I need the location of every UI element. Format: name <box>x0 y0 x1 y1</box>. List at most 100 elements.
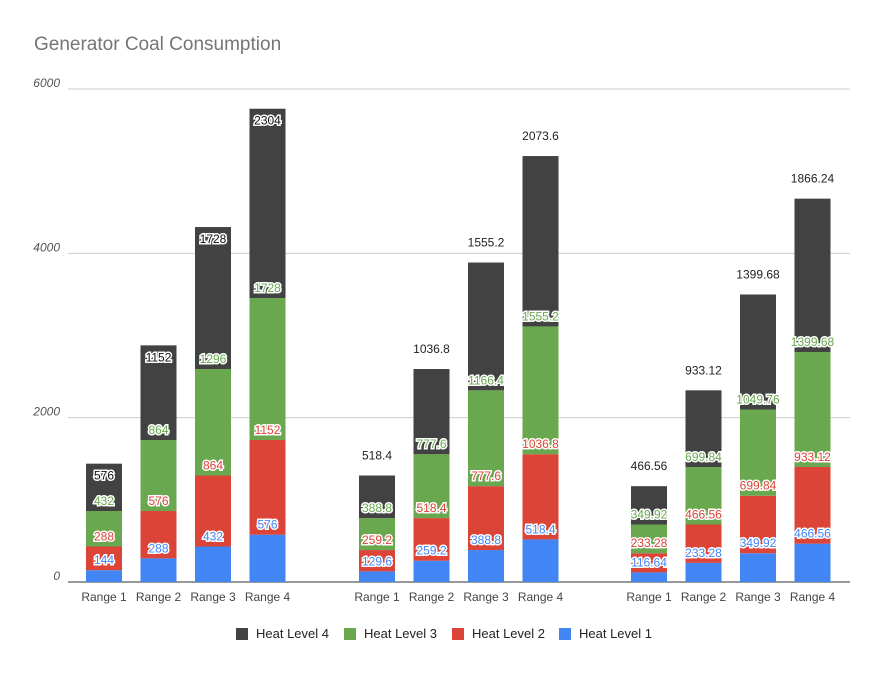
x-tick-label: Range 3 <box>190 590 236 604</box>
x-tick-label: Range 4 <box>790 590 836 604</box>
data-label: 576 <box>148 494 168 508</box>
x-tick-label: Range 3 <box>735 590 781 604</box>
data-label: 129.6 <box>362 554 392 568</box>
data-label: 1555.2 <box>522 309 559 323</box>
x-tick-label: Range 4 <box>518 590 564 604</box>
data-label: 466.56 <box>631 459 668 473</box>
data-label: 1036.8 <box>413 342 450 356</box>
bar-segment <box>359 571 395 582</box>
data-label: 699.84 <box>685 450 722 464</box>
gridlines <box>68 88 850 583</box>
legend-label: Heat Level 3 <box>364 626 437 641</box>
legend-label: Heat Level 4 <box>256 626 329 641</box>
data-label: 388.8 <box>362 501 392 515</box>
data-label: 432 <box>203 530 223 544</box>
bar-segment <box>86 511 122 547</box>
bar-segment <box>740 294 776 410</box>
x-tick-label: Range 2 <box>409 590 455 604</box>
bar-segment <box>740 409 776 496</box>
bar-segment <box>740 553 776 582</box>
bar-segment <box>794 351 831 467</box>
data-labels: 144 288 432 576 288 576 864 1152 432 864 1296 1728 5… <box>92 112 836 571</box>
data-label: 1296 <box>200 352 227 366</box>
bar-segment <box>249 534 286 582</box>
data-label: 259.2 <box>362 533 392 547</box>
data-label: 933.12 <box>685 363 722 377</box>
data-label: 1728 <box>200 232 227 246</box>
bar-segment <box>522 454 559 540</box>
data-label: 259.2 <box>416 544 446 558</box>
bar-segment <box>468 550 504 582</box>
data-label: 518.4 <box>416 501 446 515</box>
bar-segment <box>195 546 231 582</box>
x-tick-label: Range 2 <box>681 590 727 604</box>
data-label: 349.92 <box>631 507 668 521</box>
bar-segment <box>740 495 776 554</box>
data-label: 933.12 <box>794 450 831 464</box>
data-label: 1555.2 <box>468 236 505 250</box>
data-label: 116.64 <box>631 555 667 569</box>
bar-segment <box>522 156 559 327</box>
bar-segment <box>249 108 286 299</box>
data-label: 777.6 <box>471 469 501 483</box>
legend-swatch <box>236 628 248 640</box>
bar-segment <box>359 475 395 519</box>
data-label: 699.84 <box>740 479 777 493</box>
data-label: 288 <box>94 530 114 544</box>
y-tick-label: 6000 <box>33 76 60 90</box>
data-label: 1152 <box>146 350 172 364</box>
bar-segment <box>249 440 286 535</box>
data-label: 1152 <box>255 423 281 437</box>
bar-segment <box>195 227 231 370</box>
data-label: 864 <box>148 423 168 437</box>
data-label: 777.6 <box>416 437 446 451</box>
bar-segment <box>86 570 122 582</box>
chart-title: Generator Coal Consumption <box>34 34 282 55</box>
bar-segment <box>413 369 450 455</box>
bar-segment <box>86 463 122 512</box>
data-label: 466.56 <box>794 527 831 541</box>
data-label: 2304 <box>254 114 281 128</box>
bar-segment <box>413 518 450 561</box>
legend-label: Heat Level 1 <box>579 626 652 641</box>
bar-segment <box>140 558 177 582</box>
bar-segment <box>359 550 395 572</box>
bar-segment <box>468 390 504 487</box>
data-label: 576 <box>94 469 114 483</box>
bar-segment <box>794 466 831 544</box>
bar-segment <box>140 440 177 512</box>
bar-segment <box>522 539 559 582</box>
data-label: 1049.76 <box>736 392 780 406</box>
bar-segment <box>468 262 504 391</box>
bar-segment <box>685 466 722 525</box>
y-tick-label: 0 <box>53 569 60 583</box>
bar-segment <box>794 543 831 582</box>
y-tick-label: 2000 <box>32 405 60 419</box>
bar-segment <box>195 369 231 476</box>
bar-segment <box>631 524 667 554</box>
data-label: 432 <box>94 494 114 508</box>
data-label: 2073.6 <box>522 129 559 143</box>
legend-swatch <box>559 628 571 640</box>
bar-segment <box>195 475 231 547</box>
data-label: 864 <box>203 459 223 473</box>
bar-segment <box>631 572 667 582</box>
bar-segment <box>249 298 286 441</box>
legend-label: Heat Level 2 <box>472 626 545 641</box>
axes: 0 2000 4000 6000 Range 1 Range 2 Range 3 Range … <box>32 76 835 604</box>
x-tick-label: Range 1 <box>81 590 127 604</box>
x-tick-label: Range 2 <box>136 590 182 604</box>
data-label: 1036.8 <box>522 437 559 451</box>
bar-segment <box>685 562 722 582</box>
bar-segment <box>468 486 504 551</box>
data-label: 233.28 <box>685 546 722 560</box>
bar-segment <box>140 345 177 441</box>
data-label: 518.4 <box>362 449 392 463</box>
data-label: 233.28 <box>631 536 668 550</box>
x-tick-label: Range 1 <box>626 590 672 604</box>
bar-segment <box>359 518 395 551</box>
data-label: 1399.68 <box>791 335 835 349</box>
data-label: 144 <box>94 553 114 567</box>
legend-swatch <box>452 628 464 640</box>
data-label: 388.8 <box>471 533 501 547</box>
